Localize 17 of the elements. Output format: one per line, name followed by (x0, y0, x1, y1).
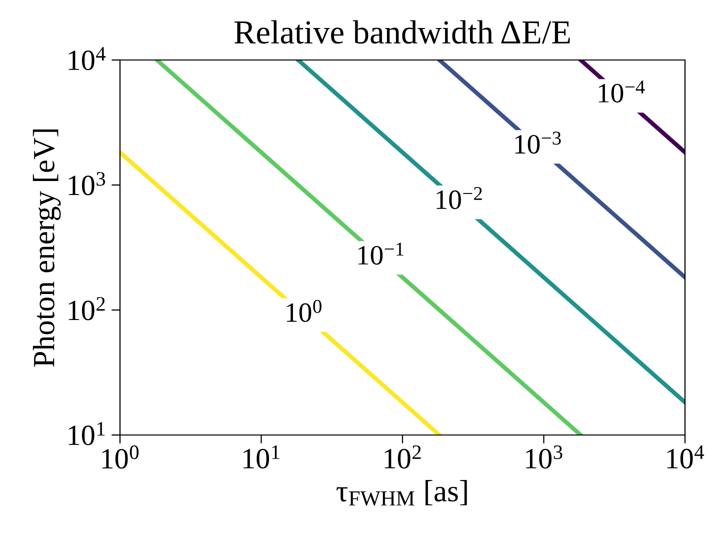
x-tick-label: 10$^{1}$ (244, 445, 280, 469)
annotation: 10$^{0}$ (286, 300, 322, 322)
annotation: 10$^{−3}$ (515, 132, 561, 154)
x-axis-title: τ$_{FWHM}$ [as] (336, 480, 467, 506)
y-tick-label: 10$^{1}$ (68, 422, 105, 446)
y-tick-label: 10$^{4}$ (68, 47, 106, 70)
x-tick-label: 10$^{2}$ (384, 445, 421, 469)
y-tick-label: 10$^{3}$ (68, 172, 106, 196)
y-axis-title: Photon energy [eV] (32, 130, 61, 367)
x-tick-label: 10$^{0}$ (102, 445, 139, 469)
annotation: 10$^{−1}$ (358, 242, 404, 265)
x-tick-label: 10$^{3}$ (526, 445, 562, 469)
chart-title: Relative bandwidth ΔE/E (234, 20, 570, 44)
annotation: 10$^{−4}$ (598, 80, 645, 103)
x-tick-label: 10$^{4}$ (667, 445, 704, 468)
y-tick-label: 10$^{2}$ (68, 297, 105, 320)
annotation: 10$^{−2}$ (436, 187, 482, 210)
